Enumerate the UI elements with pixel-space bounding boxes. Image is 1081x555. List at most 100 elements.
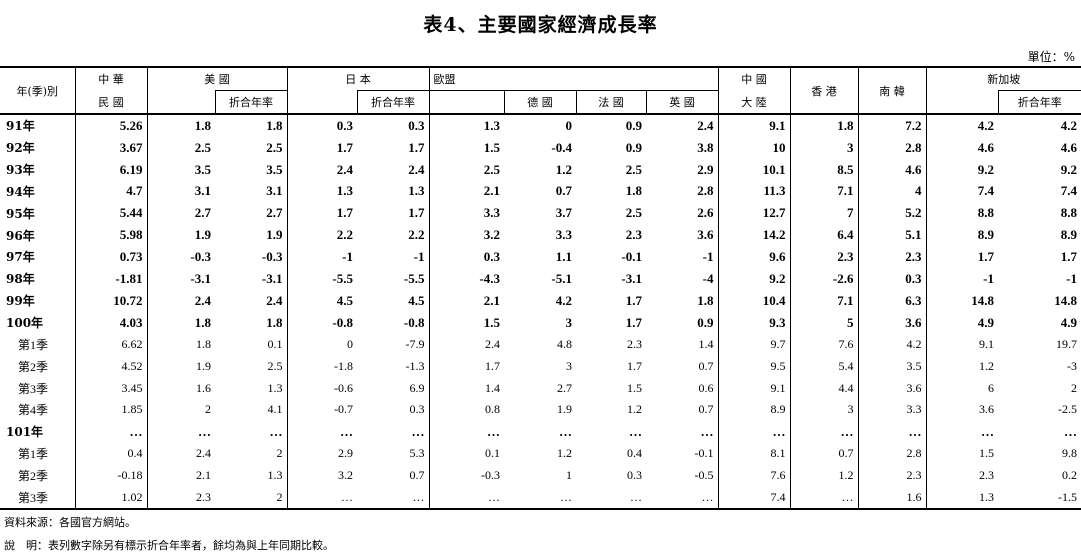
table-cell: 3.6 xyxy=(857,377,926,399)
row-label: 96年 xyxy=(6,228,35,243)
header-korea: 南 韓 xyxy=(857,67,926,115)
table-cell: -5.5 xyxy=(286,267,357,290)
table-cell: … xyxy=(428,420,504,443)
table-cell: 1.3 xyxy=(925,486,998,510)
table-cell: 1.4 xyxy=(698,336,714,351)
table-cell: 4.6 xyxy=(925,136,998,159)
table-cell: 1.5 xyxy=(428,136,504,159)
table-cell: -1.3 xyxy=(405,358,425,373)
table-cell: 2.6 xyxy=(697,205,714,221)
row-label: 95年 xyxy=(6,206,35,221)
table-cell: 10.4 xyxy=(717,289,790,312)
table-cell: 4.2 xyxy=(857,333,926,356)
table-cell: 4.2 xyxy=(1060,117,1077,133)
table-cell: 4.7 xyxy=(74,180,147,203)
table-cell: 1.9 xyxy=(146,224,215,247)
header-us: 美 國 xyxy=(146,67,287,91)
table-cell: 5.1 xyxy=(857,224,926,247)
table-cell: -1 xyxy=(413,248,425,264)
table-row: 99年 10.72 2.4 2.4 4.5 4.5 2.1 4.2 1.7 1.8 10.4 7.1 6… xyxy=(0,289,1081,312)
table-cell: 6 xyxy=(925,377,998,399)
row-label: 93年 xyxy=(6,163,35,178)
table-cell: 10 xyxy=(717,136,790,159)
table-cell: 2 xyxy=(146,398,215,421)
row-label: 94年 xyxy=(6,184,35,199)
header-uk: 英 國 xyxy=(645,90,718,115)
table-cell: 4.2 xyxy=(555,292,572,308)
table-row: 第2季 -0.18 2.1 1.3 3.2 0.7 -0.3 1 0.3 -0.5 7.6 1.2 2.… xyxy=(0,464,1081,487)
table-cell: 7.1 xyxy=(789,180,858,203)
table-cell: … xyxy=(286,486,357,510)
table-cell: 9.2 xyxy=(1060,161,1077,177)
table-cell: 3.2 xyxy=(428,224,504,247)
header-hk: 香 港 xyxy=(789,67,858,115)
header-taiwan-top: 中 華 xyxy=(74,67,147,91)
table-cell: … xyxy=(630,489,642,504)
table-cell: … xyxy=(146,420,215,443)
table-cell: … xyxy=(789,486,858,510)
table-cell: … xyxy=(700,423,714,439)
table-cell: 1.3 xyxy=(428,114,504,137)
table-cell: 1.8 xyxy=(146,333,215,356)
table-cell: 3.5 xyxy=(146,158,215,181)
row-label: 92年 xyxy=(6,141,35,156)
row-label: 第3季 xyxy=(18,490,49,505)
table-cell: 3.8 xyxy=(697,139,714,155)
table-cell: 1 xyxy=(566,467,572,482)
table-cell: 8.9 xyxy=(925,224,998,247)
table-cell: -0.8 xyxy=(286,311,357,334)
row-label: 91年 xyxy=(6,119,35,134)
table-cell: 1.8 xyxy=(789,114,858,137)
table-cell: 1.5 xyxy=(925,442,998,465)
table-cell: 1.6 xyxy=(146,377,215,399)
table-cell: 7 xyxy=(789,202,858,225)
table-cell: 9.8 xyxy=(1062,446,1077,461)
table-cell: 2.1 xyxy=(428,289,504,312)
table-cell: 7.2 xyxy=(857,114,926,137)
table-cell: 3.5 xyxy=(857,355,926,378)
table-cell: 4.8 xyxy=(557,336,572,351)
table-cell: 2.4 xyxy=(286,158,357,181)
table-cell: -0.8 xyxy=(403,314,425,330)
table-cell: … xyxy=(428,486,504,510)
table-cell: 0.3 xyxy=(409,402,425,417)
table-cell: 4.03 xyxy=(74,311,147,334)
table-row: 100年 4.03 1.8 1.8 -0.8 -0.8 1.5 3 1.7 0.9 9.3 5 3.6 4… xyxy=(0,311,1081,334)
table-cell: 3.67 xyxy=(74,136,147,159)
table-cell: 2.2 xyxy=(286,224,357,247)
table-cell: 4.52 xyxy=(74,355,147,378)
header-france: 法 國 xyxy=(575,90,646,115)
table-cell: 1.7 xyxy=(408,139,425,155)
table-cell: 2.5 xyxy=(625,161,642,177)
table-cell: 0.73 xyxy=(74,246,147,268)
table-cell: -0.1 xyxy=(694,446,714,461)
table-cell: … xyxy=(629,423,642,439)
table-cell: 5.98 xyxy=(74,224,147,247)
table-cell: 2.4 xyxy=(408,161,425,177)
table-row: 98年 -1.81 -3.1 -3.1 -5.5 -5.5 -4.3 -5.1 -3.1 -4 9.… xyxy=(0,267,1081,290)
table-cell: 1.9 xyxy=(557,402,572,417)
table-cell: 0.7 xyxy=(698,402,714,417)
table-row: 97年 0.73 -0.3 -0.3 -1 -1 0.3 1.1 -0.1 -1 9.6 2.3 2.3… xyxy=(0,246,1081,268)
table-cell: -3.1 xyxy=(621,270,642,286)
table-row: 第2季 4.52 1.9 2.5 -1.8 -1.3 1.7 3 1.7 0.7 9.5 5.4 3.5… xyxy=(0,355,1081,378)
table-cell: 9.1 xyxy=(717,114,790,137)
table-cell: 8.9 xyxy=(1060,227,1077,243)
table-cell: … xyxy=(269,423,283,439)
table-cell: 1.5 xyxy=(428,311,504,334)
table-cell: 1.2 xyxy=(627,402,642,417)
table-cell: 1.8 xyxy=(146,311,215,334)
table-cell: 0.3 xyxy=(428,246,504,268)
table-cell: 3 xyxy=(789,136,858,159)
table-cell: 2.3 xyxy=(925,464,998,487)
table-cell: 14.8 xyxy=(1054,292,1077,308)
table-cell: 6.62 xyxy=(74,333,147,356)
table-cell: -0.1 xyxy=(621,248,642,264)
table-cell: 3.1 xyxy=(266,183,283,199)
table-cell: 10.1 xyxy=(717,158,790,181)
table-cell: 2.4 xyxy=(146,442,215,465)
table-cell: -2.6 xyxy=(789,267,858,290)
table-cell: -0.3 xyxy=(146,246,215,268)
header-germany: 德 國 xyxy=(503,90,576,115)
table-cell: 1.7 xyxy=(625,292,642,308)
